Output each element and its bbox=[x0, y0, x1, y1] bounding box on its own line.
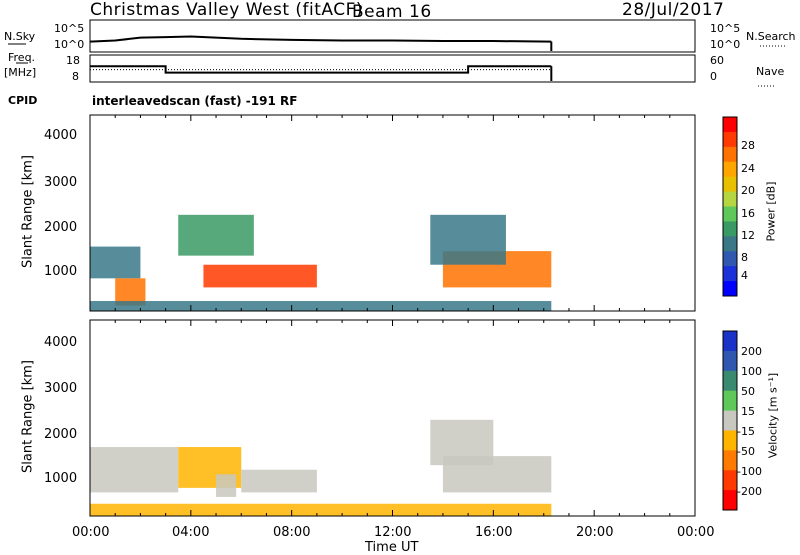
freq-tick-top: 18 bbox=[66, 54, 80, 67]
velocity-cbar-tick: -50 bbox=[737, 445, 755, 458]
xaxis-label: Time UT bbox=[365, 540, 419, 555]
velocity-cbar-tick: 100 bbox=[741, 365, 762, 378]
nsky-tick-high: 10^5 bbox=[54, 22, 85, 35]
xtick-label: 16:00 bbox=[475, 525, 513, 540]
cpid-value: interleavedscan (fast) -191 RF bbox=[92, 94, 298, 108]
chart-title: Christmas Valley West (fitACF) bbox=[90, 0, 364, 20]
nsky-series bbox=[89, 35, 553, 51]
velocity-ytick: 3000 bbox=[44, 381, 78, 396]
velocity-cbar-tick: 200 bbox=[741, 345, 762, 358]
nsearch-tick-low: 10^0 bbox=[710, 38, 741, 51]
power-cell bbox=[90, 246, 141, 279]
power-colorbar-swatch bbox=[723, 266, 737, 282]
velocity-ytick: 1000 bbox=[44, 471, 78, 486]
power-cbar-tick: 24 bbox=[741, 162, 755, 175]
velocity-cell bbox=[430, 419, 494, 466]
power-ytick: 3000 bbox=[44, 175, 78, 190]
velocity-cbar-tick: -100 bbox=[737, 465, 762, 478]
power-panel-frame bbox=[89, 114, 696, 312]
velocity-colorbar-swatch bbox=[723, 350, 737, 372]
velocity-colorbar bbox=[723, 331, 737, 511]
velocity-ytick: 4000 bbox=[44, 335, 78, 350]
velocity-heatmap bbox=[90, 419, 552, 516]
nsky-panel-frame bbox=[89, 19, 696, 53]
nave-label: Nave bbox=[756, 65, 785, 78]
power-colorbar bbox=[723, 117, 737, 297]
nsky-tick-low: 10^0 bbox=[54, 38, 85, 51]
power-cbar-tick: 4 bbox=[741, 269, 748, 282]
velocity-cell bbox=[90, 503, 552, 516]
velocity-colorbar-swatch bbox=[723, 390, 737, 412]
velocity-cbar-tick: 15 bbox=[741, 405, 755, 418]
power-cell bbox=[178, 214, 254, 256]
freq-panel-frame bbox=[89, 54, 696, 83]
power-ytick: 4000 bbox=[44, 128, 78, 143]
velocity-cbar-tick: -15 bbox=[737, 425, 755, 438]
velocity-colorbar-swatch bbox=[723, 470, 737, 491]
freq-label-line1: Freq. bbox=[8, 51, 36, 64]
power-cbar-tick: 8 bbox=[741, 251, 748, 264]
velocity-colorbar-swatch bbox=[723, 410, 737, 431]
velocity-cbar-tick: 50 bbox=[741, 385, 755, 398]
power-cell bbox=[90, 301, 552, 311]
power-cell bbox=[203, 264, 317, 288]
beam-label: Beam 16 bbox=[352, 2, 432, 22]
date-label: 28/Jul/2017 bbox=[622, 0, 725, 20]
xtick-label: 12:00 bbox=[374, 525, 412, 540]
power-colorbar-swatch bbox=[723, 251, 737, 267]
power-colorbar-swatch bbox=[723, 176, 737, 193]
nsearch-tick-high: 10^5 bbox=[710, 22, 741, 35]
power-ylabel: Slant Range [km] bbox=[20, 155, 36, 268]
velocity-cell bbox=[241, 469, 317, 493]
velocity-colorbar-swatch bbox=[723, 490, 737, 511]
velocity-colorbar-swatch bbox=[723, 331, 737, 352]
power-ytick: 1000 bbox=[44, 264, 78, 279]
xtick-label: 04:00 bbox=[172, 525, 210, 540]
velocity-colorbar-frame bbox=[722, 330, 738, 511]
velocity-colorbar-swatch bbox=[723, 450, 737, 471]
power-colorbar-swatch bbox=[723, 191, 737, 207]
power-ytick: 2000 bbox=[44, 220, 78, 235]
nave-tick-top: 60 bbox=[710, 54, 724, 67]
power-colorbar-swatch bbox=[723, 221, 737, 237]
power-colorbar-swatch bbox=[723, 206, 737, 222]
power-colorbar-frame bbox=[722, 116, 738, 297]
nave-tick-bottom: 0 bbox=[710, 70, 717, 83]
xtick-label: 00:00 bbox=[677, 525, 715, 540]
freq-series bbox=[90, 65, 553, 81]
velocity-cell bbox=[90, 447, 179, 493]
power-cbar-tick: 28 bbox=[741, 139, 755, 152]
power-colorbar-swatch bbox=[723, 236, 737, 252]
velocity-ylabel: Slant Range [km] bbox=[20, 360, 36, 473]
xtick-label: 08:00 bbox=[273, 525, 311, 540]
velocity-ytick: 2000 bbox=[44, 427, 78, 442]
power-cbar-label: Power [dB] bbox=[764, 181, 778, 242]
xtick-label: 00:00 bbox=[72, 525, 110, 540]
nsky-line bbox=[89, 35, 552, 43]
power-colorbar-swatch bbox=[723, 146, 737, 163]
power-cbar-tick: 16 bbox=[741, 207, 755, 220]
velocity-cell bbox=[216, 474, 237, 497]
velocity-colorbar-swatch bbox=[723, 370, 737, 392]
power-colorbar-swatch bbox=[723, 117, 737, 133]
velocity-cbar-label: Velocity [m s⁻¹] bbox=[766, 372, 780, 459]
velocity-cbar-tick: -200 bbox=[737, 485, 762, 498]
cpid-label: CPID bbox=[8, 94, 38, 107]
power-colorbar-swatch bbox=[723, 281, 737, 297]
power-cbar-tick: 20 bbox=[741, 184, 755, 197]
axis-ticks bbox=[89, 115, 696, 516]
power-cell bbox=[430, 214, 506, 265]
freq-line bbox=[90, 65, 552, 74]
nsky-label: N.Sky bbox=[4, 30, 36, 43]
power-heatmap bbox=[90, 214, 552, 311]
freq-tick-bottom: 8 bbox=[72, 70, 79, 83]
xtick-label: 20:00 bbox=[576, 525, 614, 540]
power-cbar-tick: 12 bbox=[741, 229, 755, 242]
power-colorbar-swatch bbox=[723, 161, 737, 178]
power-colorbar-swatch bbox=[723, 131, 737, 148]
freq-label-line2: [MHz] bbox=[4, 66, 37, 79]
velocity-colorbar-swatch bbox=[723, 430, 737, 451]
nsearch-label: N.Search bbox=[746, 30, 796, 43]
